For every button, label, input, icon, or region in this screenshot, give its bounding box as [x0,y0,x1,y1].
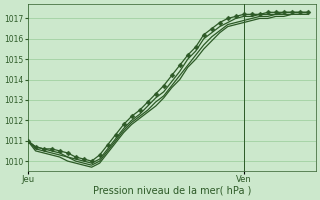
X-axis label: Pression niveau de la mer( hPa ): Pression niveau de la mer( hPa ) [92,186,251,196]
